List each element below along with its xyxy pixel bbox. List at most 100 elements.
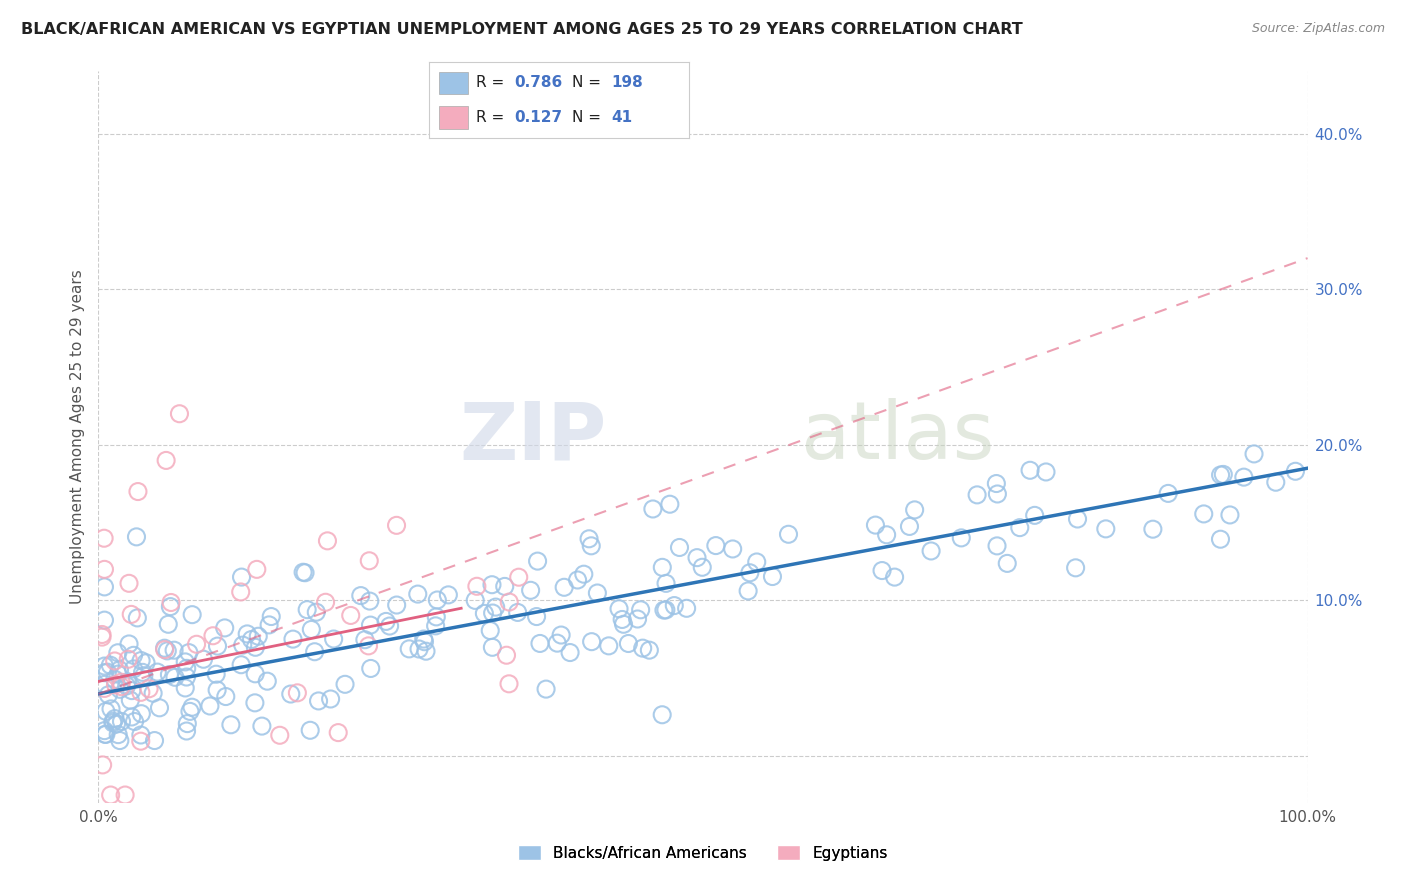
Point [207,639,229,653]
Point [156,644,179,658]
Point [100,788,122,802]
Point [93,531,115,545]
Point [121,710,143,724]
Point [481,640,503,655]
Point [219,718,242,732]
Point [322,632,344,646]
Point [1264,475,1286,490]
Point [93,562,115,576]
Point [534,682,557,697]
Point [385,598,408,612]
Point [481,606,503,620]
Text: R =: R = [475,76,509,90]
Point [121,683,143,698]
Point [96,665,118,680]
Point [425,610,447,624]
Point [294,566,316,580]
Point [995,557,1018,571]
Point [205,683,228,698]
Point [93,681,115,696]
Point [652,603,675,617]
Point [131,706,153,721]
Point [256,674,278,689]
Point [359,594,381,608]
Point [243,696,266,710]
Point [1024,508,1046,523]
Point [115,679,138,693]
Text: R =: R = [475,110,509,125]
Point [464,593,486,607]
Point [287,686,309,700]
Text: N =: N = [572,110,606,125]
Point [333,677,356,691]
Point [108,663,131,677]
Point [375,615,398,629]
Point [176,716,198,731]
Point [581,539,603,553]
Point [437,588,460,602]
Point [181,700,204,714]
Point [104,673,127,687]
Point [425,619,447,633]
Point [360,618,382,632]
Point [201,629,224,643]
Point [304,645,326,659]
Text: N =: N = [572,76,606,90]
Point [93,580,115,594]
Point [260,609,283,624]
Point [1209,467,1232,482]
Point [93,677,115,691]
Point [110,680,132,694]
Point [546,636,568,650]
Point [117,674,139,689]
Point [163,670,186,684]
Point [305,605,328,619]
Y-axis label: Unemployment Among Ages 25 to 29 years: Unemployment Among Ages 25 to 29 years [69,269,84,605]
Point [124,714,146,729]
Point [198,698,221,713]
Point [292,566,315,580]
Point [406,587,429,601]
Point [245,640,267,655]
Point [120,693,142,707]
Point [129,728,152,742]
Point [1212,467,1234,482]
Point [479,624,502,638]
Point [1209,533,1232,547]
Point [93,613,115,627]
Point [148,701,170,715]
Point [91,627,114,641]
Point [257,618,280,632]
Point [94,727,117,741]
Point [229,585,252,599]
Point [205,667,228,681]
Point [498,677,520,691]
Point [122,662,145,676]
Point [607,601,630,615]
Point [93,659,115,673]
Text: 0.127: 0.127 [515,110,562,125]
Point [631,641,654,656]
Point [658,497,681,511]
FancyBboxPatch shape [439,71,468,95]
Point [526,554,548,568]
Point [426,593,449,607]
Point [104,678,127,692]
Point [350,589,373,603]
Point [146,665,169,679]
Point [299,723,322,738]
Point [526,609,548,624]
Point [553,580,575,594]
Point [778,527,800,541]
Text: ZIP: ZIP [458,398,606,476]
Point [97,688,120,702]
Point [179,705,201,719]
FancyBboxPatch shape [439,106,468,129]
Point [240,632,263,647]
Point [100,702,122,716]
Point [155,453,177,467]
Point [176,724,198,739]
Point [131,665,153,680]
Point [94,704,117,718]
Point [655,576,678,591]
